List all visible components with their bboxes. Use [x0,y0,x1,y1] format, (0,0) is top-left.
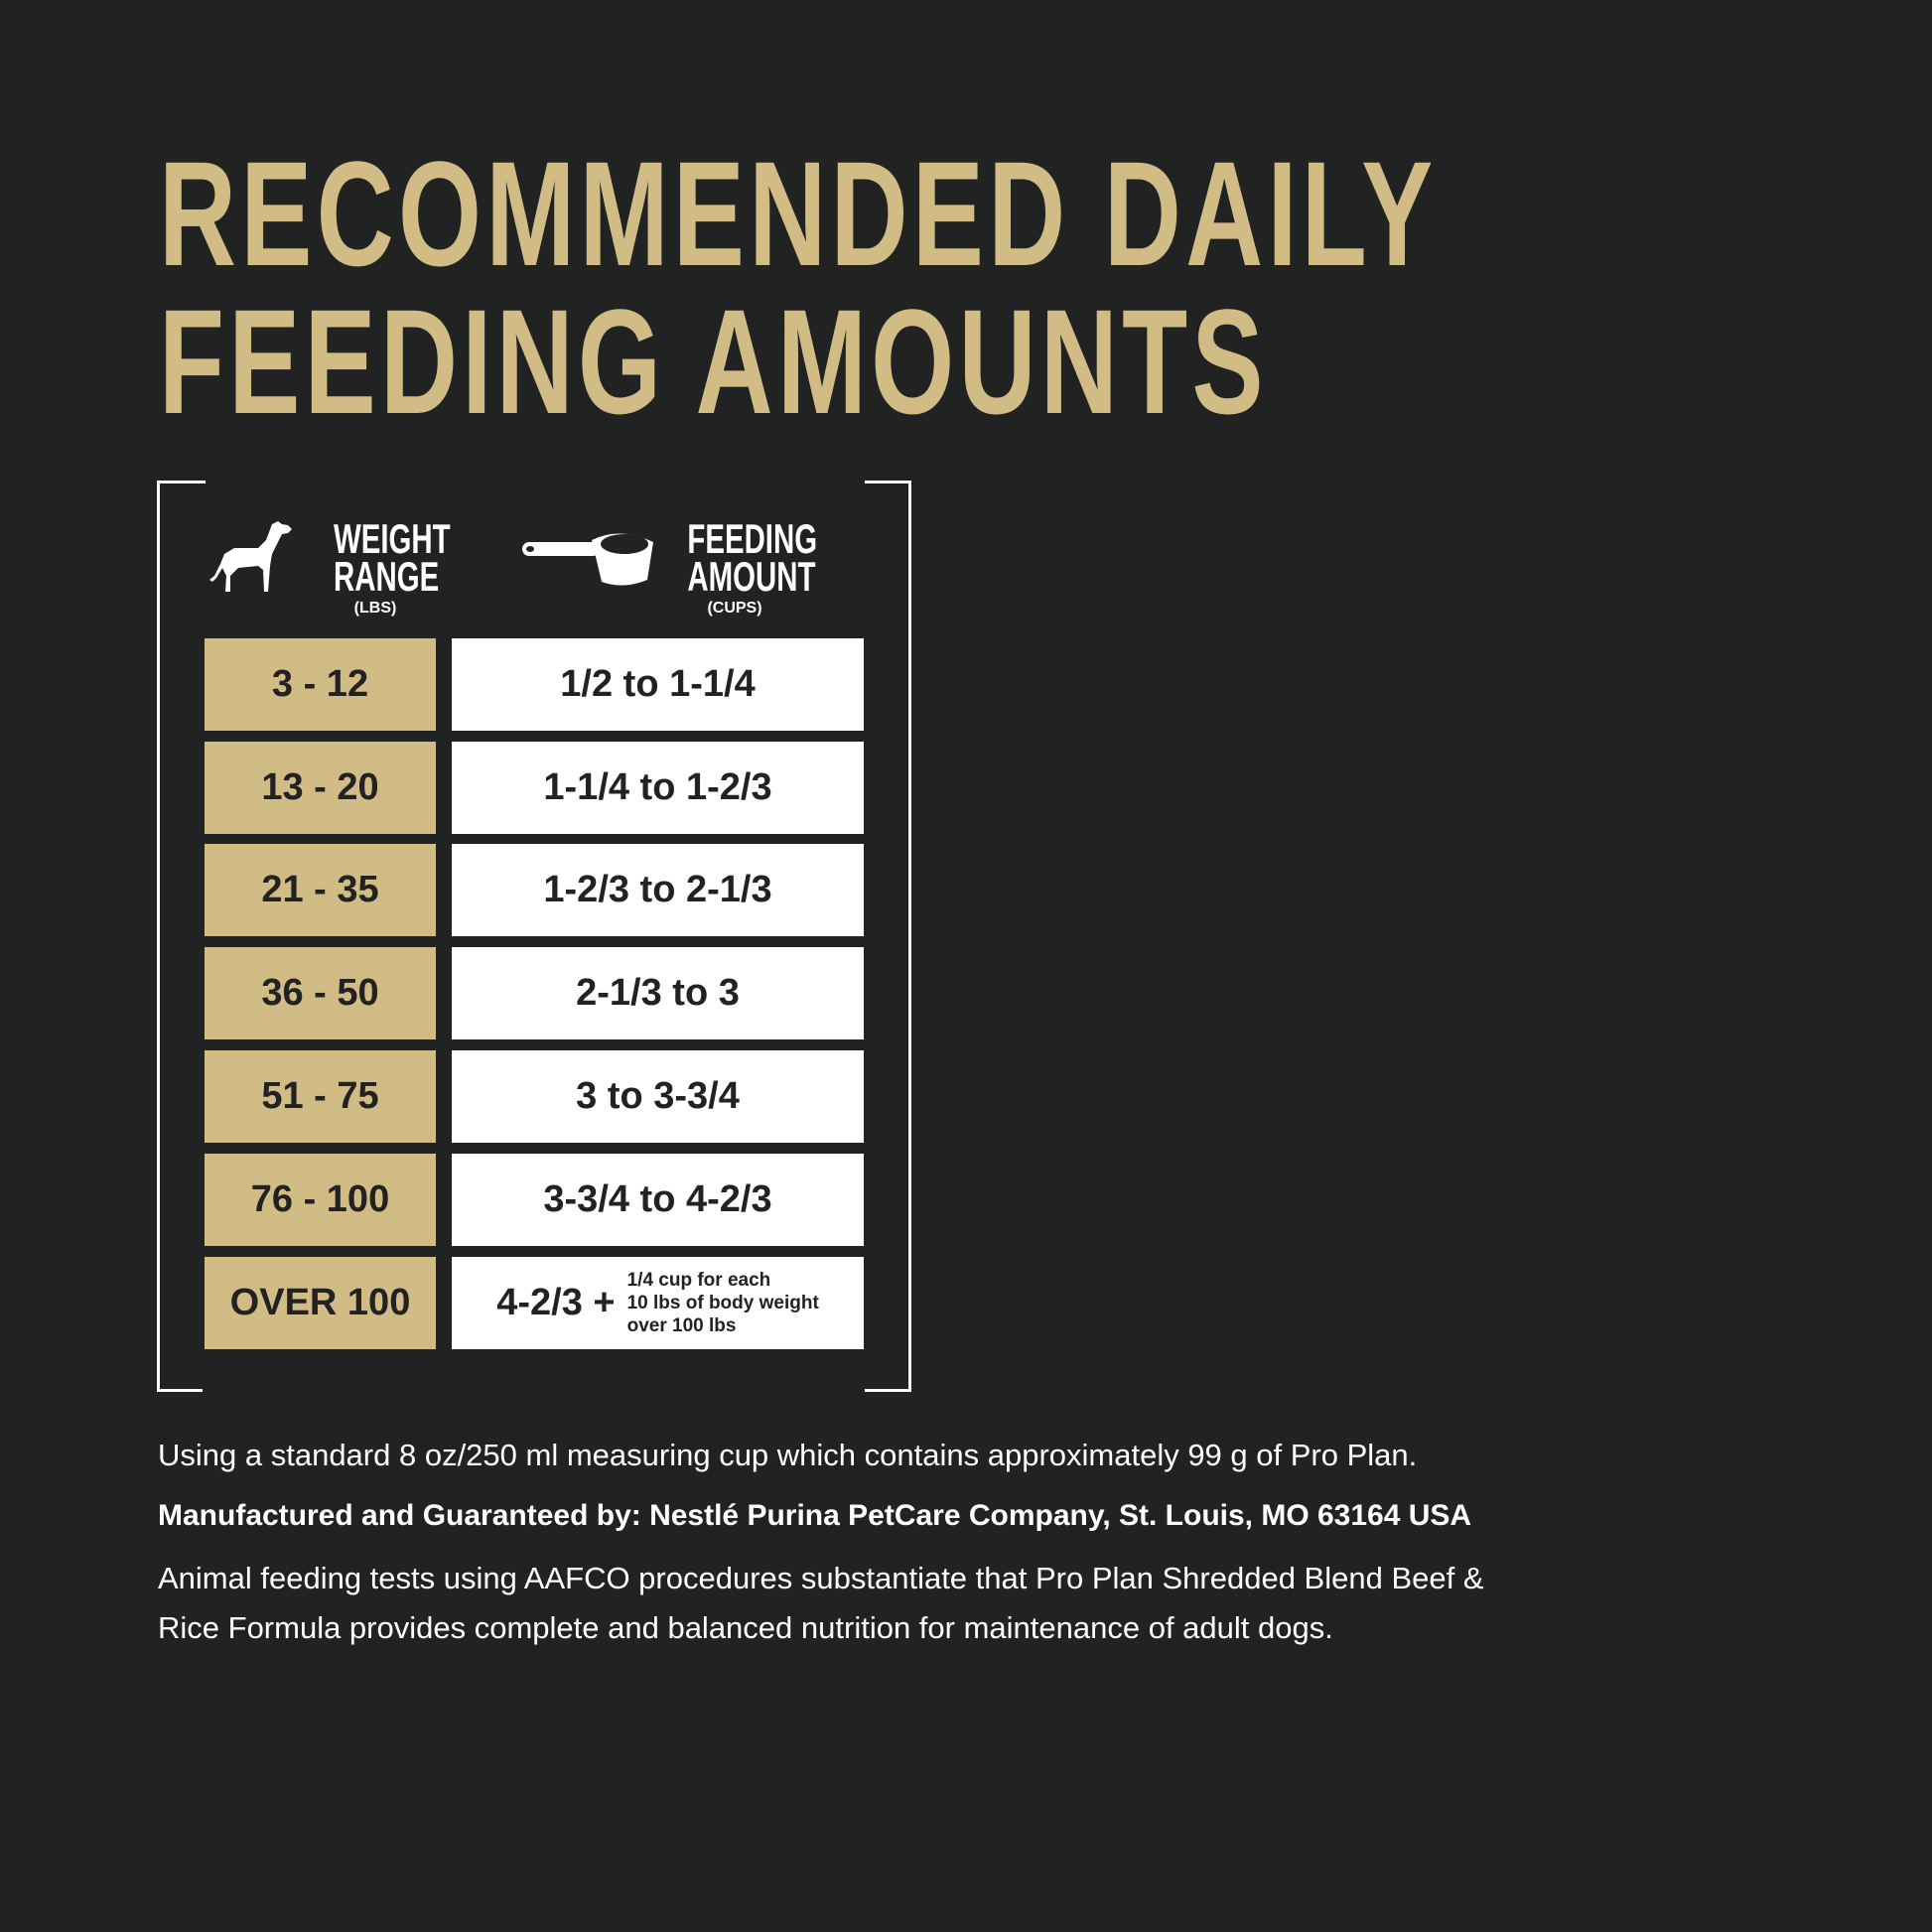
amount-header-line2: AMOUNT [687,553,816,600]
title-line-2: FEEDING AMOUNTS [159,278,1268,445]
amount-base: 4-2/3 + [496,1282,616,1323]
amount-cell: 1/2 to 1-1/4 [452,638,864,731]
table-row: 13 - 20 1-1/4 to 1-2/3 [205,742,864,834]
amount-cell: 3-3/4 to 4-2/3 [452,1154,864,1246]
table-row: 76 - 100 3-3/4 to 4-2/3 [205,1154,864,1246]
amount-note: 1/4 cup for each 10 lbs of body weight o… [627,1269,819,1337]
weight-cell: OVER 100 [205,1257,436,1349]
weight-cell: 21 - 35 [205,844,436,936]
weight-cell: 3 - 12 [205,638,436,731]
amount-cell: 4-2/3 + 1/4 cup for each 10 lbs of body … [452,1257,864,1349]
table-row: 51 - 75 3 to 3-3/4 [205,1050,864,1143]
dog-icon [209,521,292,592]
weight-cell: 76 - 100 [205,1154,436,1246]
weight-header-unit: (LBS) [353,600,397,617]
bracket-bottom-right [865,1389,908,1392]
weight-range-header: WEIGHT RANGE (LBS) [316,518,451,618]
weight-cell: 36 - 50 [205,947,436,1039]
bracket-bottom-left [157,1389,203,1392]
amount-cell: 1-2/3 to 2-1/3 [452,844,864,936]
amount-cell: 1-1/4 to 1-2/3 [452,742,864,834]
bracket-top-right [865,481,908,483]
weight-cell: 13 - 20 [205,742,436,834]
amount-cell: 2-1/3 to 3 [452,947,864,1039]
amount-cell: 3 to 3-3/4 [452,1050,864,1143]
bracket-right-side [908,481,911,1392]
cup-note: Using a standard 8 oz/250 ml measuring c… [158,1438,1418,1472]
amount-header-unit: (CUPS) [707,600,762,617]
measuring-cup-icon [522,533,653,586]
title-line-1: RECOMMENDED DAILY [159,130,1438,297]
note-line: over 100 lbs [626,1315,737,1336]
bracket-left-side [157,481,160,1392]
manufacturer-line: Manufactured and Guaranteed by: Nestlé P… [158,1499,1472,1532]
aafco-statement-line-2: Rice Formula provides complete and balan… [158,1610,1333,1645]
table-row: 36 - 50 2-1/3 to 3 [205,947,864,1039]
feeding-amount-header: FEEDING AMOUNT (CUPS) [667,518,817,618]
table-row: 21 - 35 1-2/3 to 2-1/3 [205,844,864,936]
note-line: 1/4 cup for each [626,1270,771,1291]
note-line: 10 lbs of body weight [626,1293,819,1313]
weight-cell: 51 - 75 [205,1050,436,1143]
bracket-top-left [157,481,206,513]
table-row: 3 - 12 1/2 to 1-1/4 [205,638,864,731]
aafco-statement-line-1: Animal feeding tests using AAFCO procedu… [158,1561,1484,1595]
weight-header-line2: RANGE [334,553,440,600]
table-row: OVER 100 4-2/3 + 1/4 cup for each 10 lbs… [205,1257,864,1349]
